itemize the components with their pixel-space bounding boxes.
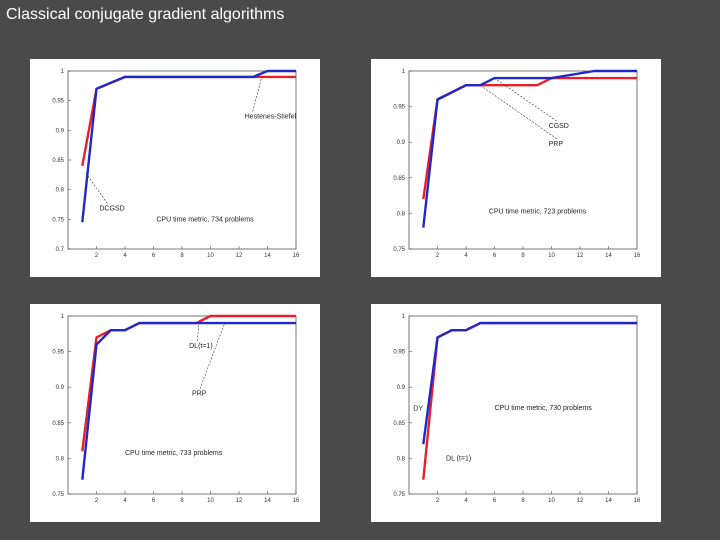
y-tick-label: 0.75: [393, 247, 405, 253]
x-tick-label: 8: [180, 498, 184, 504]
annotation-label: DCGSD: [99, 205, 124, 212]
series-line-red: [81, 314, 296, 452]
y-tick-label: 0.8: [56, 188, 65, 194]
x-tick-label: 16: [634, 253, 641, 259]
annotation-label: CGSD: [549, 123, 569, 130]
chart-panel-top-right: 2 4 6 8 10 12 14 16 0.75 0.8 0.85 0.9 0.95 1 CGSD PRP CP…: [371, 59, 661, 277]
annotation-label: DL (t=1): [446, 456, 471, 463]
x-tick-label: 2: [436, 498, 440, 504]
x-tick-label: 4: [123, 498, 127, 504]
y-tick-label: 1: [402, 69, 406, 75]
y-tick-label: 0.95: [52, 350, 64, 356]
x-tick-label: 6: [152, 253, 156, 259]
series-line-blue: [81, 321, 296, 480]
annotation-label: CPU time metric, 733 problems: [125, 450, 223, 457]
chart-panel-bottom-right: 2 4 6 8 10 12 14 16 0.75 0.8 0.85 0.9 0.95 1 DY DL (t=1…: [371, 304, 661, 522]
annotation-label: DY: [413, 406, 423, 413]
slide-title: Classical conjugate gradient algorithms: [6, 6, 285, 23]
annotation-arrow: [196, 323, 200, 342]
x-tick-label: 10: [548, 498, 555, 504]
x-tick-label: 6: [493, 498, 497, 504]
annotation-arrow: [480, 84, 557, 140]
series-line-blue: [422, 69, 637, 228]
x-tick-label: 4: [464, 498, 468, 504]
chart-hestenes-stiefel: 2 4 6 8 10 12 14 16 0.7 0.75 0.8 0.85 0.9 0.95 1 Hesten…: [52, 69, 300, 259]
y-tick-label: 0.8: [56, 456, 65, 462]
y-tick-label: 0.7: [56, 247, 65, 253]
y-tick-label: 0.75: [393, 492, 405, 498]
y-tick-label: 0.95: [393, 105, 405, 111]
annotation-label: Hestenes-Stiefel: [245, 113, 297, 120]
annotation-label: PRP: [549, 141, 564, 148]
x-tick-label: 16: [293, 253, 300, 259]
y-tick-label: 1: [402, 314, 406, 320]
annotation-label: DL(t=1): [189, 343, 213, 350]
x-tick-label: 8: [180, 253, 184, 259]
annotation-label: CPU time metric, 730 problems: [495, 405, 593, 412]
y-tick-label: 0.9: [397, 385, 406, 391]
y-tick-label: 0.85: [52, 158, 64, 164]
y-tick-label: 0.95: [393, 350, 405, 356]
series-line-blue: [422, 321, 637, 445]
x-tick-label: 12: [577, 498, 584, 504]
y-tick-label: 0.95: [52, 99, 64, 105]
y-tick-label: 0.8: [397, 211, 406, 217]
annotation-label: CPU time metric, 734 problems: [156, 217, 254, 224]
x-tick-label: 12: [577, 253, 584, 259]
x-tick-label: 2: [95, 498, 99, 504]
x-tick-label: 16: [293, 498, 300, 504]
y-tick-label: 0.75: [52, 492, 64, 498]
y-tick-label: 0.9: [56, 385, 65, 391]
y-tick-label: 0.9: [397, 140, 406, 146]
x-tick-label: 14: [264, 498, 271, 504]
x-tick-label: 8: [521, 253, 525, 259]
chart-cgsd-prp: 2 4 6 8 10 12 14 16 0.75 0.8 0.85 0.9 0.95 1 CGSD PRP CP…: [393, 69, 641, 259]
x-tick-label: 14: [605, 253, 612, 259]
x-tick-label: 10: [207, 253, 214, 259]
y-tick-label: 0.85: [393, 176, 405, 182]
series-line-red: [422, 76, 637, 200]
x-tick-label: 16: [634, 498, 641, 504]
x-tick-label: 10: [207, 498, 214, 504]
x-tick-label: 6: [493, 253, 497, 259]
chart-panel-top-left: 2 4 6 8 10 12 14 16 0.7 0.75 0.8 0.85 0.9 0.95 1 Hesten…: [30, 59, 320, 277]
y-tick-label: 1: [61, 314, 65, 320]
x-tick-label: 12: [236, 498, 243, 504]
series-line-red: [81, 75, 296, 167]
y-tick-label: 0.85: [52, 421, 64, 427]
y-tick-label: 1: [61, 69, 65, 75]
y-tick-label: 0.75: [52, 217, 64, 223]
x-tick-label: 12: [236, 253, 243, 259]
chart-dy-dl: 2 4 6 8 10 12 14 16 0.75 0.8 0.85 0.9 0.95 1 DY DL (t=1…: [393, 314, 641, 504]
chart-dl-prp: 2 4 6 8 10 12 14 16 0.75 0.8 0.85 0.9 0.95 1 DL(t=1) PR…: [52, 314, 300, 504]
chart-panel-bottom-left: 2 4 6 8 10 12 14 16 0.75 0.8 0.85 0.9 0.95 1 DL(t=1) PR…: [30, 304, 320, 522]
y-tick-label: 0.9: [56, 128, 65, 134]
y-tick-label: 0.8: [397, 456, 406, 462]
annotation-arrow: [84, 171, 108, 204]
x-tick-label: 2: [95, 253, 99, 259]
plot-frame: [67, 315, 297, 495]
x-tick-label: 6: [152, 498, 156, 504]
annotation-arrow: [199, 323, 226, 389]
annotation-label: PRP: [192, 391, 207, 398]
x-tick-label: 14: [605, 498, 612, 504]
annotation-label: CPU time metric, 723 problems: [489, 208, 587, 215]
x-tick-label: 8: [521, 498, 525, 504]
x-tick-label: 14: [264, 253, 271, 259]
series-line-blue: [81, 69, 296, 223]
x-tick-label: 4: [464, 253, 468, 259]
y-tick-label: 0.85: [393, 421, 405, 427]
x-tick-label: 10: [548, 253, 555, 259]
annotation-arrow: [252, 76, 263, 112]
x-tick-label: 4: [123, 253, 127, 259]
x-tick-label: 2: [436, 253, 440, 259]
